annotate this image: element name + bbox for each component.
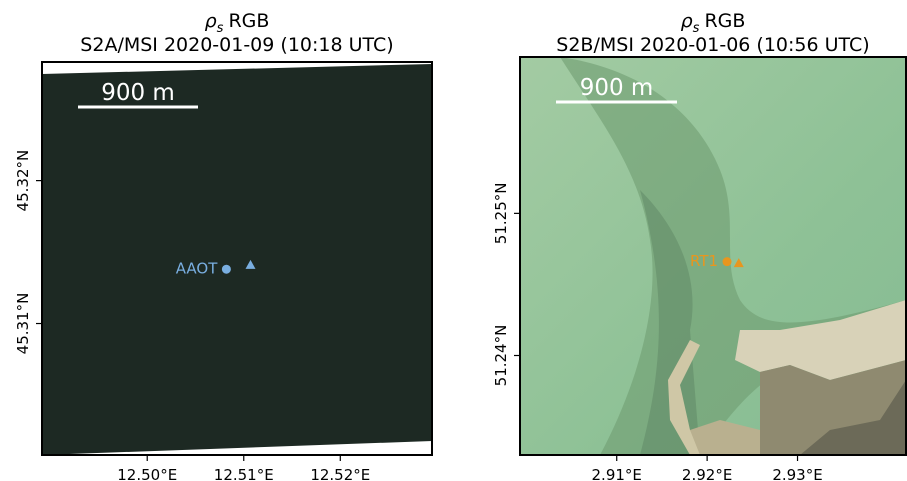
figure: ρsRGBS2A/MSI 2020-01-09 (10:18 UTC)900 m…	[0, 0, 907, 481]
page: ρsRGBS2A/MSI 2020-01-09 (10:18 UTC)900 m…	[0, 0, 907, 481]
x-tick-label: 12.52°E	[310, 466, 370, 481]
x-tick-label: 12.51°E	[214, 466, 274, 481]
panel-subtitle: S2B/MSI 2020-01-06 (10:56 UTC)	[556, 34, 869, 56]
title-text: RGB	[704, 10, 745, 32]
y-tick-label: 51.24°N	[492, 325, 510, 387]
y-tick-label: 45.32°N	[14, 150, 32, 212]
x-tick-label: 2.92°E	[682, 466, 732, 481]
x-tick-label: 2.93°E	[772, 466, 822, 481]
scale-bar-label: 900 m	[580, 75, 654, 101]
panel-subtitle: S2A/MSI 2020-01-09 (10:18 UTC)	[80, 34, 393, 56]
title-symbol: ρ	[205, 10, 217, 32]
title-text: RGB	[228, 10, 269, 32]
image-panel-1	[42, 62, 432, 455]
y-tick-label: 45.31°N	[14, 293, 32, 355]
title-symbol: ρ	[681, 10, 693, 32]
station-circle	[222, 265, 231, 274]
x-tick-label: 2.91°E	[592, 466, 642, 481]
station-label: AAOT	[176, 260, 218, 278]
station-circle	[723, 257, 732, 266]
y-tick-label: 51.25°N	[492, 183, 510, 245]
scale-bar-label: 900 m	[101, 80, 175, 106]
station-label: RT1	[690, 252, 718, 270]
x-tick-label: 12.50°E	[117, 466, 177, 481]
